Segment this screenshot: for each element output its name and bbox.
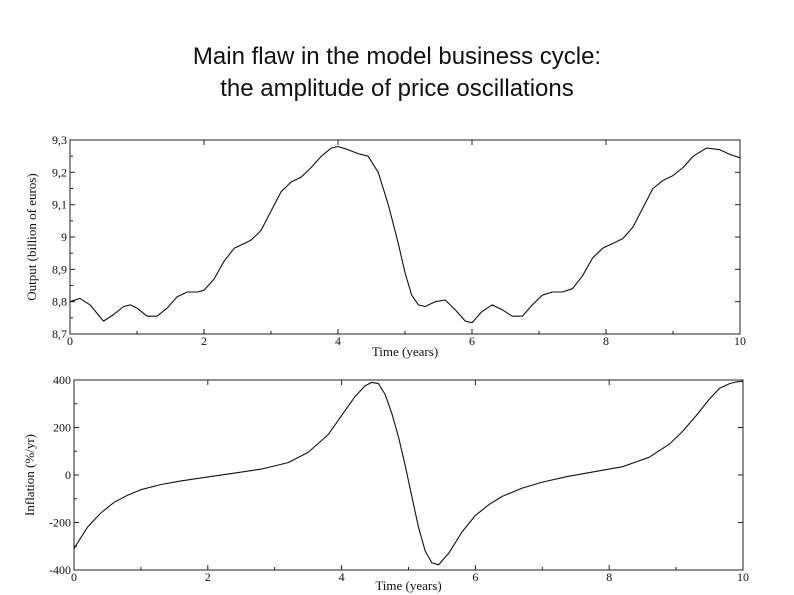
y-tick-label: 200 bbox=[53, 421, 71, 435]
x-axis-label: Time (years) bbox=[375, 578, 441, 593]
inflation-chart: 0 2 4 6 8 10 -400 -200 0 200 400 Time (years) Inflat… bbox=[22, 373, 749, 593]
x-tick-label: 10 bbox=[734, 334, 746, 348]
y-axis-label: Inflation (%/yr) bbox=[22, 434, 37, 516]
x-tick-label: 4 bbox=[339, 570, 345, 584]
x-tick-label: 6 bbox=[469, 334, 475, 348]
y-tick-label: 8,7 bbox=[52, 327, 67, 341]
slide-title-line-2: the amplitude of price oscillations bbox=[220, 75, 574, 102]
y-axis-label: Output (billion of euros) bbox=[24, 173, 39, 300]
y-tick-label: 8,9 bbox=[52, 262, 67, 276]
x-tick-label: 0 bbox=[71, 570, 77, 584]
x-tick-label: 0 bbox=[67, 334, 73, 348]
output-chart: 0 2 4 6 8 10 8,7 8,8 8,9 9 9,1 9,2 9,3 Time (years) Ou… bbox=[24, 133, 746, 359]
slide-title-line-1: Main flaw in the model business cycle: bbox=[192, 43, 602, 70]
series-line-0 bbox=[73, 380, 744, 566]
y-tick-label: 9,1 bbox=[52, 198, 67, 212]
x-tick-label: 6 bbox=[472, 570, 478, 584]
x-tick-label: 4 bbox=[335, 334, 341, 348]
y-tick-label: 9,3 bbox=[52, 133, 67, 147]
y-tick-label: 0 bbox=[65, 468, 71, 482]
y-tick-label: 9,2 bbox=[52, 165, 67, 179]
y-tick-label: 9 bbox=[61, 230, 67, 244]
y-tick-label: -200 bbox=[49, 516, 71, 530]
x-tick-label: 8 bbox=[603, 334, 609, 348]
plot-frame bbox=[73, 379, 744, 571]
y-tick-label: -400 bbox=[49, 563, 71, 577]
x-tick-label: 2 bbox=[205, 570, 211, 584]
x-tick-label: 10 bbox=[737, 570, 749, 584]
y-tick-label: 400 bbox=[53, 373, 71, 387]
x-tick-label: 2 bbox=[201, 334, 207, 348]
series-line-0 bbox=[69, 145, 741, 324]
x-axis-label: Time (years) bbox=[372, 344, 438, 359]
y-tick-label: 8,8 bbox=[52, 295, 67, 309]
x-tick-label: 8 bbox=[606, 570, 612, 584]
